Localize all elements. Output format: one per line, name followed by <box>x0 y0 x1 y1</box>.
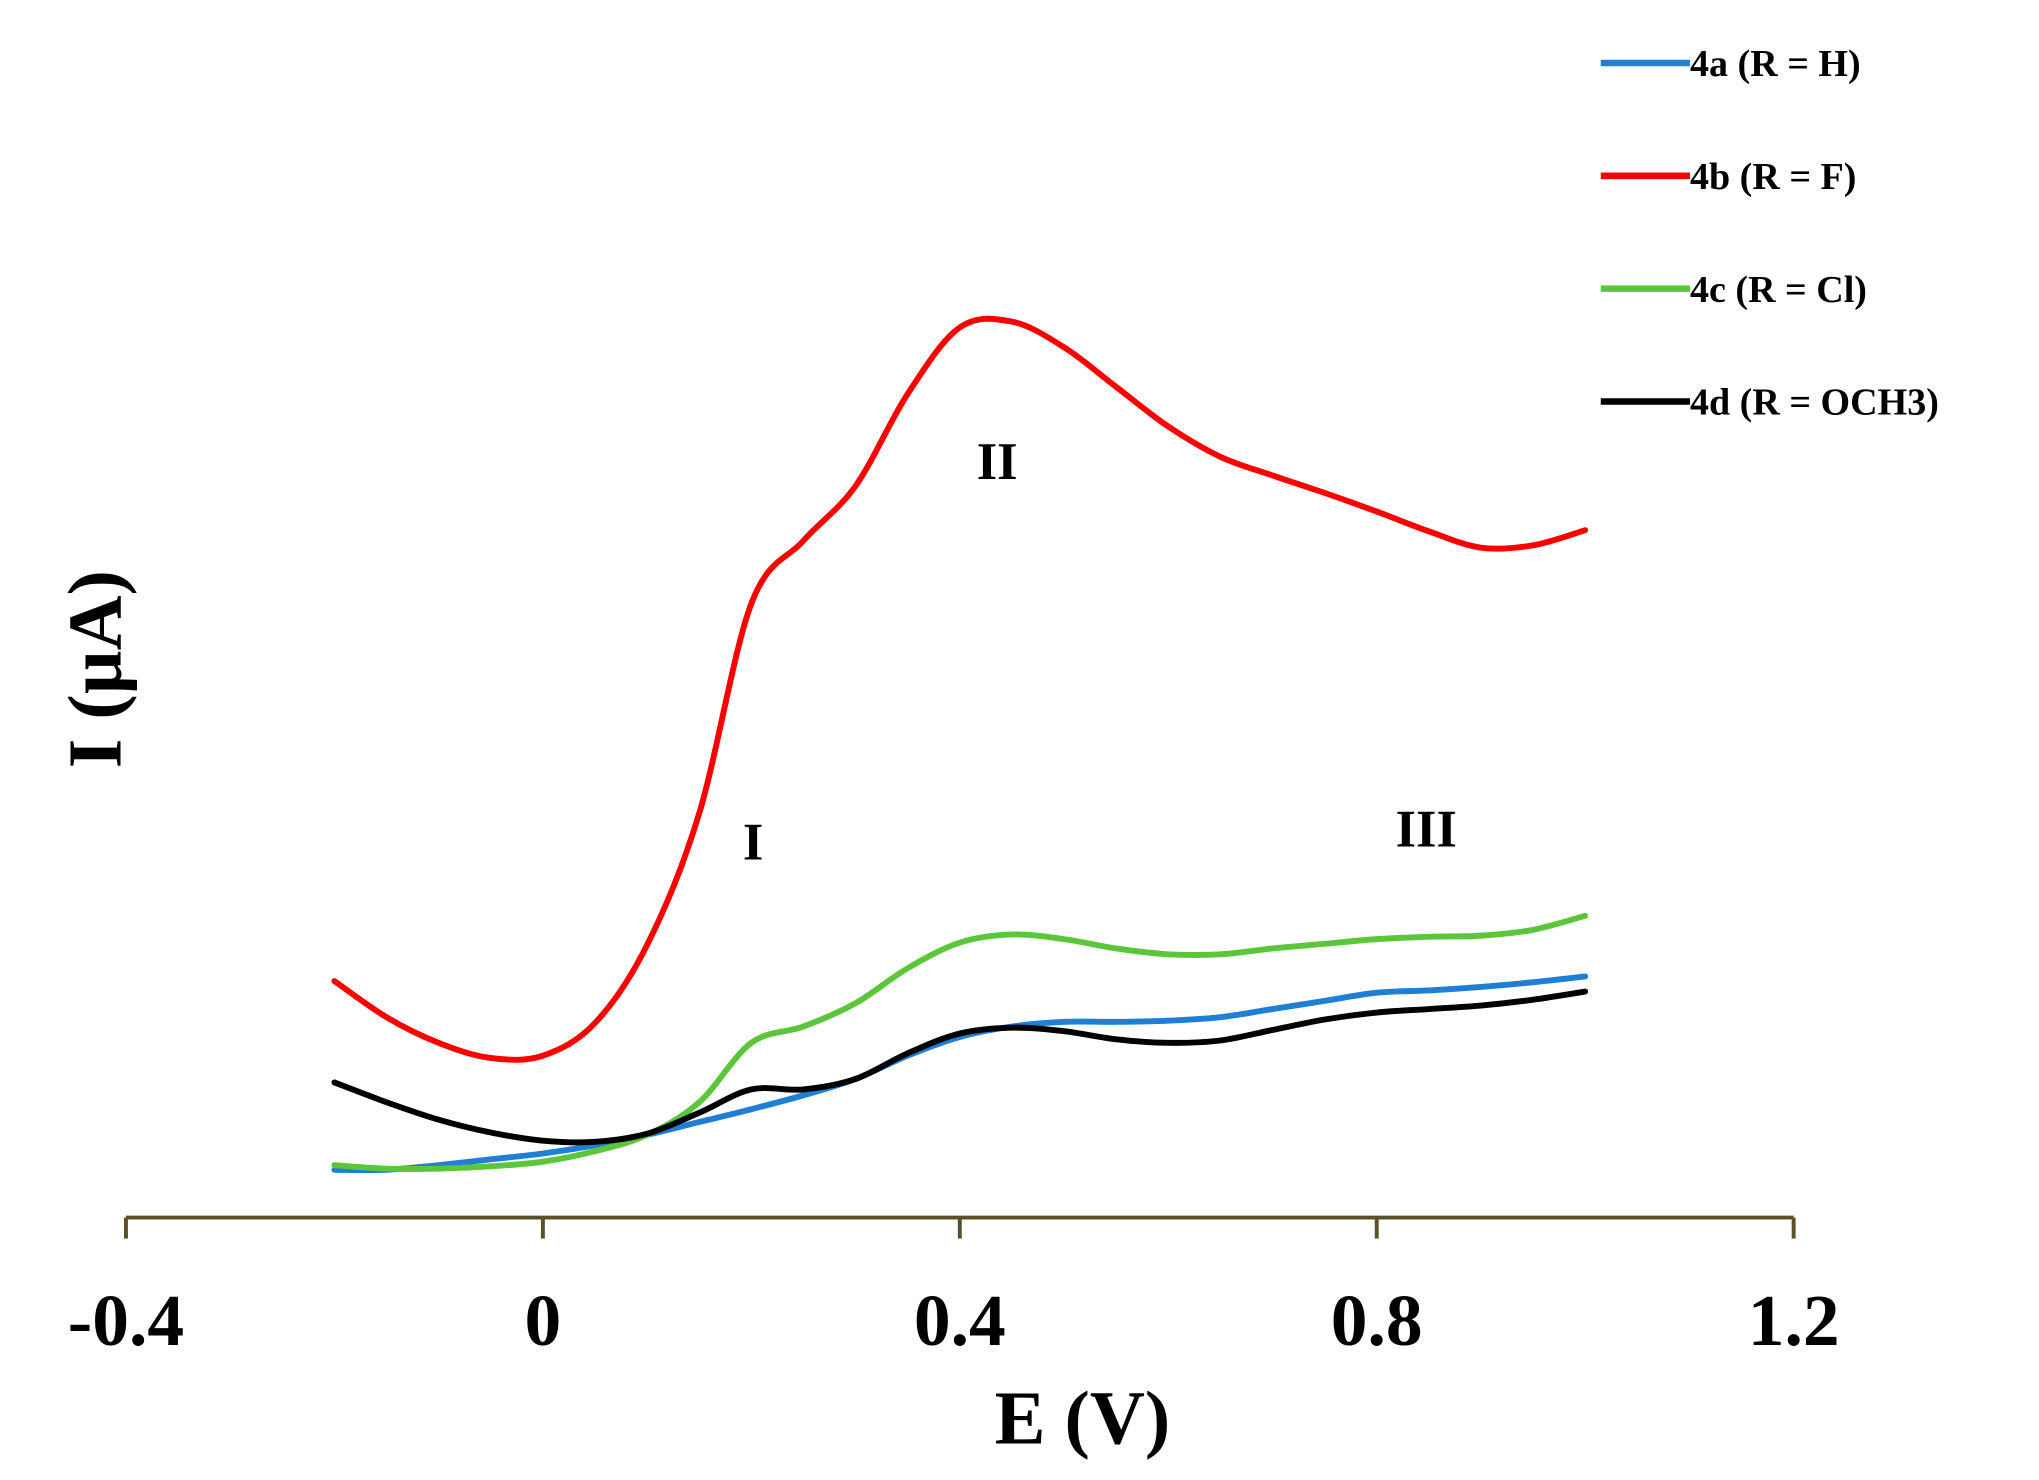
y-axis-title: I (µA) <box>54 570 138 768</box>
x-tick-label: 0 <box>525 1280 562 1361</box>
series-line <box>331 988 1589 1146</box>
series-line <box>331 315 1589 1063</box>
legend-label: 4a (R = H) <box>1690 43 1861 85</box>
x-tick-label: 1.2 <box>1748 1280 1840 1361</box>
x-tick-label: 0.8 <box>1331 1280 1423 1361</box>
x-tick-label: -0.4 <box>68 1280 184 1361</box>
annotation: I <box>743 813 763 871</box>
series-line <box>331 912 1589 1172</box>
legend-label: 4b (R = F) <box>1690 156 1856 198</box>
annotation: II <box>977 433 1018 491</box>
legend-label: 4d (R = OCH3) <box>1690 382 1939 424</box>
legend-label: 4c (R = Cl) <box>1690 269 1867 311</box>
annotation: III <box>1396 800 1457 858</box>
x-axis-title: E (V) <box>995 1376 1170 1460</box>
series-line <box>331 973 1589 1174</box>
x-tick-label: 0.4 <box>914 1280 1006 1361</box>
